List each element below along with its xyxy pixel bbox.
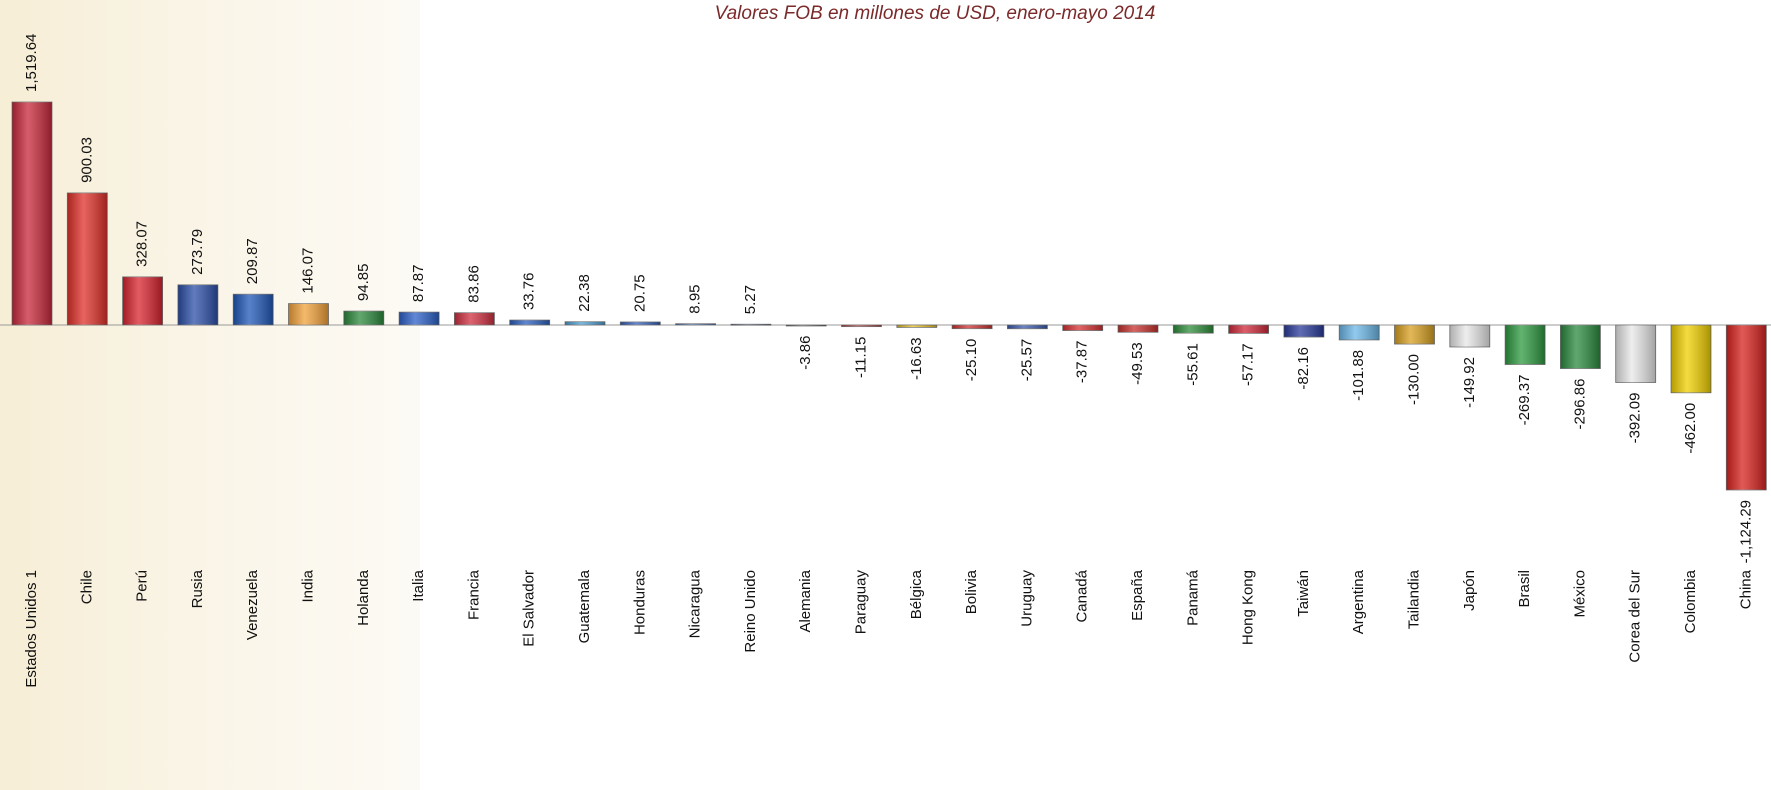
bar-gloss — [1505, 325, 1546, 365]
x-tick-label: El Salvador — [521, 570, 538, 647]
x-tick-label: Uruguay — [1018, 570, 1035, 627]
bar-gloss — [1007, 325, 1048, 329]
value-label: 87.87 — [410, 265, 427, 303]
x-tick-label: China — [1737, 569, 1754, 609]
bar-gloss — [1449, 325, 1490, 348]
value-label: 146.07 — [299, 248, 316, 294]
bar-gloss — [1283, 325, 1324, 338]
x-tick-label: Corea del Sur — [1627, 570, 1644, 663]
bar-gloss — [786, 325, 827, 326]
bar-gloss — [343, 311, 384, 325]
x-tick-label: India — [299, 569, 316, 602]
bar-gloss — [122, 276, 163, 325]
x-tick-label: Nicaragua — [687, 569, 704, 638]
value-label: 22.38 — [576, 274, 593, 312]
value-label: 20.75 — [631, 274, 648, 312]
bar-gloss — [565, 321, 605, 325]
bar-gloss — [1339, 325, 1380, 340]
x-tick-label: Perú — [134, 570, 151, 602]
x-tick-label: Taiwán — [1295, 570, 1312, 617]
x-tick-label: Argentina — [1350, 569, 1367, 634]
value-label: -296.86 — [1571, 379, 1588, 430]
value-label: -130.00 — [1405, 354, 1422, 405]
bar-gloss — [399, 312, 440, 325]
x-tick-label: México — [1571, 570, 1588, 618]
bar-gloss — [1173, 325, 1214, 334]
value-label: -3.86 — [797, 336, 814, 370]
x-tick-label: Canadá — [1074, 569, 1091, 622]
bar-gloss — [12, 102, 52, 325]
bar-gloss — [1228, 325, 1269, 334]
value-label: 273.79 — [189, 229, 206, 275]
bar-gloss — [1671, 325, 1711, 393]
x-tick-label: Guatemala — [576, 569, 593, 643]
value-label: -462.00 — [1682, 403, 1699, 454]
bar-gloss — [841, 325, 882, 327]
x-tick-label: Panamá — [1184, 569, 1201, 626]
x-tick-label: Rusia — [189, 569, 206, 608]
x-tick-label: Chile — [78, 570, 95, 604]
x-tick-label: Brasil — [1516, 570, 1533, 608]
bar-gloss — [1394, 325, 1435, 345]
bar-gloss — [1615, 325, 1656, 383]
bar-gloss — [233, 294, 274, 325]
bar-gloss — [952, 325, 993, 329]
bar-gloss — [730, 324, 771, 326]
chart-title: Valores FOB en millones de USD, enero-ma… — [715, 3, 1156, 24]
value-label: -1,124.29 — [1737, 500, 1754, 563]
bar-gloss — [620, 321, 661, 325]
value-label: 328.07 — [134, 221, 151, 267]
value-label: 33.76 — [521, 272, 538, 310]
value-label: 209.87 — [244, 238, 261, 284]
value-label: -16.63 — [908, 337, 925, 380]
bar-gloss — [1726, 325, 1767, 490]
value-label: -25.57 — [1018, 339, 1035, 382]
bar-gloss — [454, 312, 495, 325]
bar-gloss — [509, 320, 550, 325]
value-label: -37.87 — [1074, 341, 1091, 384]
bar-gloss — [67, 192, 108, 325]
value-label: 8.95 — [687, 284, 704, 313]
value-label: -82.16 — [1295, 347, 1312, 390]
value-label: 5.27 — [742, 285, 759, 314]
value-label: -11.15 — [852, 337, 869, 378]
bar-gloss — [1118, 325, 1158, 333]
x-tick-label: Paraguay — [852, 570, 869, 635]
x-tick-label: Hong Kong — [1240, 570, 1257, 645]
x-tick-label: Colombia — [1682, 569, 1699, 633]
bar-gloss — [177, 284, 218, 325]
value-label: -392.09 — [1627, 393, 1644, 444]
value-label: -57.17 — [1240, 343, 1257, 386]
bar-gloss — [288, 303, 329, 325]
x-tick-label: España — [1129, 569, 1146, 621]
x-tick-label: Alemania — [797, 569, 814, 632]
x-tick-label: Reino Unido — [742, 570, 759, 653]
x-tick-label: Japón — [1461, 570, 1478, 611]
value-label: 900.03 — [78, 137, 95, 183]
value-label: -49.53 — [1129, 342, 1146, 385]
value-label: -55.61 — [1184, 343, 1201, 386]
value-label: -25.10 — [963, 339, 980, 382]
bar-gloss — [675, 323, 716, 325]
value-label: -149.92 — [1461, 357, 1478, 408]
x-tick-label: Tailandia — [1405, 569, 1422, 629]
value-label: 1,519.64 — [23, 34, 40, 92]
x-tick-label: Estados Unidos 1 — [23, 570, 40, 688]
x-tick-label: Honduras — [631, 570, 648, 635]
value-label: -101.88 — [1350, 350, 1367, 401]
x-tick-label: Bélgica — [908, 569, 925, 619]
value-label: 83.86 — [465, 265, 482, 303]
value-label: -269.37 — [1516, 375, 1533, 426]
background-decoration — [0, 0, 420, 790]
bar-gloss — [1560, 325, 1601, 369]
x-tick-label: Italia — [410, 569, 427, 601]
x-tick-label: Holanda — [355, 569, 372, 626]
x-tick-label: Francia — [465, 569, 482, 620]
x-tick-label: Bolivia — [963, 569, 980, 614]
value-label: 94.85 — [355, 264, 372, 302]
bar-gloss — [896, 325, 937, 328]
x-tick-label: Venezuela — [244, 569, 261, 640]
bar-gloss — [1062, 325, 1103, 331]
